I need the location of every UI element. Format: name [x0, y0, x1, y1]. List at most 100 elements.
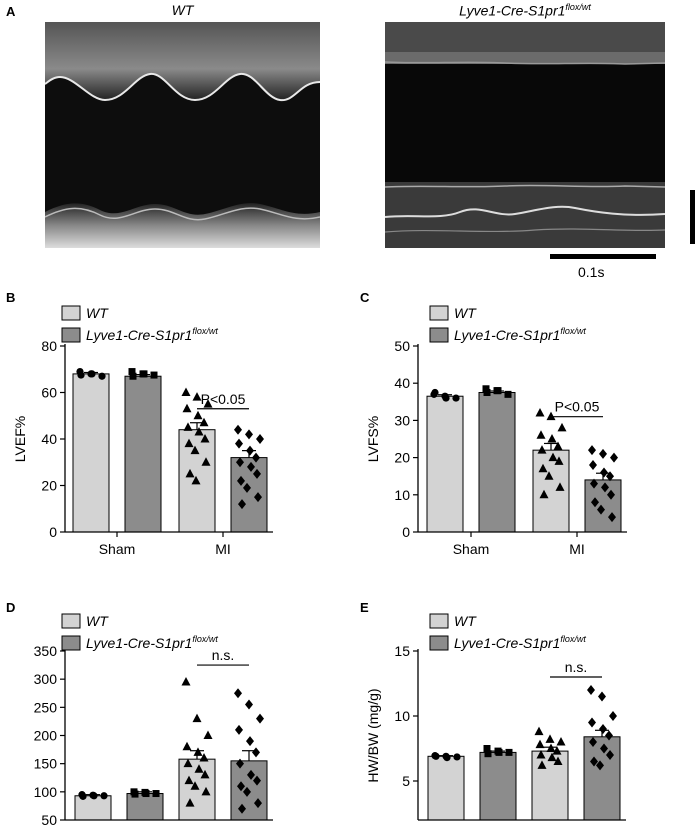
data-point [256, 713, 264, 724]
data-point [183, 758, 193, 768]
data-point [553, 441, 563, 450]
data-point [537, 445, 547, 454]
data-point [234, 424, 242, 435]
data-point [589, 737, 597, 747]
panel-letter-b: B [6, 290, 16, 305]
data-point [482, 385, 490, 393]
data-point [237, 475, 245, 486]
legend-label-main: Lyve1-Cre-S1pr1 [86, 635, 192, 651]
data-point [193, 747, 203, 756]
data-point [181, 387, 191, 396]
data-point [609, 711, 617, 721]
data-point [254, 492, 262, 503]
legend-label: WT [454, 613, 477, 629]
legend-label-main: Lyve1-Cre-S1pr1 [454, 635, 560, 651]
bar [479, 751, 517, 821]
data-point [190, 781, 200, 790]
data-point [590, 478, 598, 489]
data-point [199, 417, 209, 427]
data-point [601, 482, 609, 493]
legend-label-sup: flox/wt [560, 634, 586, 644]
data-point [90, 792, 98, 800]
legend-label-sup: flox/wt [560, 326, 586, 336]
data-point [191, 475, 201, 485]
data-point [443, 754, 451, 762]
data-point [483, 389, 491, 396]
panel-letter-c: C [360, 290, 370, 305]
data-point [535, 739, 545, 749]
data-point [484, 750, 492, 758]
legend-label: Lyve1-Cre-S1pr1flox/wt [86, 634, 218, 651]
data-point [546, 743, 556, 752]
y-tick-label: 10 [394, 487, 410, 503]
data-point [483, 745, 491, 752]
data-point [495, 748, 503, 756]
legend-swatch [429, 635, 449, 651]
data-point [253, 775, 261, 786]
data-point [142, 790, 150, 798]
data-point [253, 468, 261, 479]
data-point [140, 370, 148, 378]
data-point [247, 769, 255, 780]
data-point [182, 403, 192, 413]
panel-letter-d: D [6, 600, 16, 615]
y-tick-label: 5 [402, 773, 410, 789]
data-point [605, 730, 613, 741]
legend-label-main: Lyve1-Cre-S1pr1 [86, 327, 192, 343]
data-point [256, 434, 264, 444]
y-tick-label: 300 [34, 671, 58, 687]
data-point [238, 499, 246, 510]
y-tick-label: 200 [34, 728, 58, 744]
x-tick-label: MI [569, 541, 585, 557]
data-point [254, 798, 262, 809]
data-point [237, 781, 245, 792]
data-point [557, 422, 567, 432]
data-point [610, 452, 618, 463]
y-tick-label: 0 [402, 524, 410, 540]
data-point [185, 798, 195, 807]
legend-label-main: WT [86, 305, 109, 321]
data-point [535, 407, 545, 417]
echo-image-wt [45, 22, 320, 248]
significance-label: n.s. [565, 659, 588, 675]
data-point [547, 752, 557, 762]
data-point [539, 489, 549, 499]
data-point [552, 746, 562, 755]
legend-label: Lyve1-Cre-S1pr1flox/wt [454, 634, 586, 651]
data-point [607, 489, 615, 500]
data-point [545, 734, 555, 743]
bar [427, 755, 465, 821]
data-point [200, 769, 210, 779]
data-point [181, 676, 191, 686]
legend-label: Lyve1-Cre-S1pr1flox/wt [86, 326, 218, 343]
data-point [98, 372, 106, 380]
y-tick-label: 20 [394, 450, 410, 466]
y-tick-label: 20 [41, 478, 57, 494]
data-point [534, 726, 544, 736]
data-point [201, 457, 211, 466]
significance-label: P<0.05 [555, 399, 600, 415]
data-point [588, 445, 596, 456]
data-point [184, 775, 194, 785]
data-point [494, 387, 502, 395]
scale-bar-horizontal [550, 254, 656, 259]
y-tick-label: 250 [34, 699, 58, 715]
data-point [247, 461, 255, 472]
data-point [591, 497, 599, 508]
significance-label: n.s. [212, 647, 235, 663]
data-point [504, 390, 512, 398]
data-point [200, 434, 210, 443]
legend-label: WT [86, 305, 109, 321]
data-point [555, 482, 565, 491]
y-tick-label: 40 [394, 375, 410, 391]
data-point [131, 790, 139, 798]
data-point [252, 452, 260, 463]
panel-letter-e: E [360, 600, 369, 615]
y-tick-label: 150 [34, 756, 58, 772]
data-point [608, 512, 616, 523]
data-point [600, 467, 608, 478]
echo-image-ko [385, 22, 665, 248]
bar [72, 373, 110, 533]
